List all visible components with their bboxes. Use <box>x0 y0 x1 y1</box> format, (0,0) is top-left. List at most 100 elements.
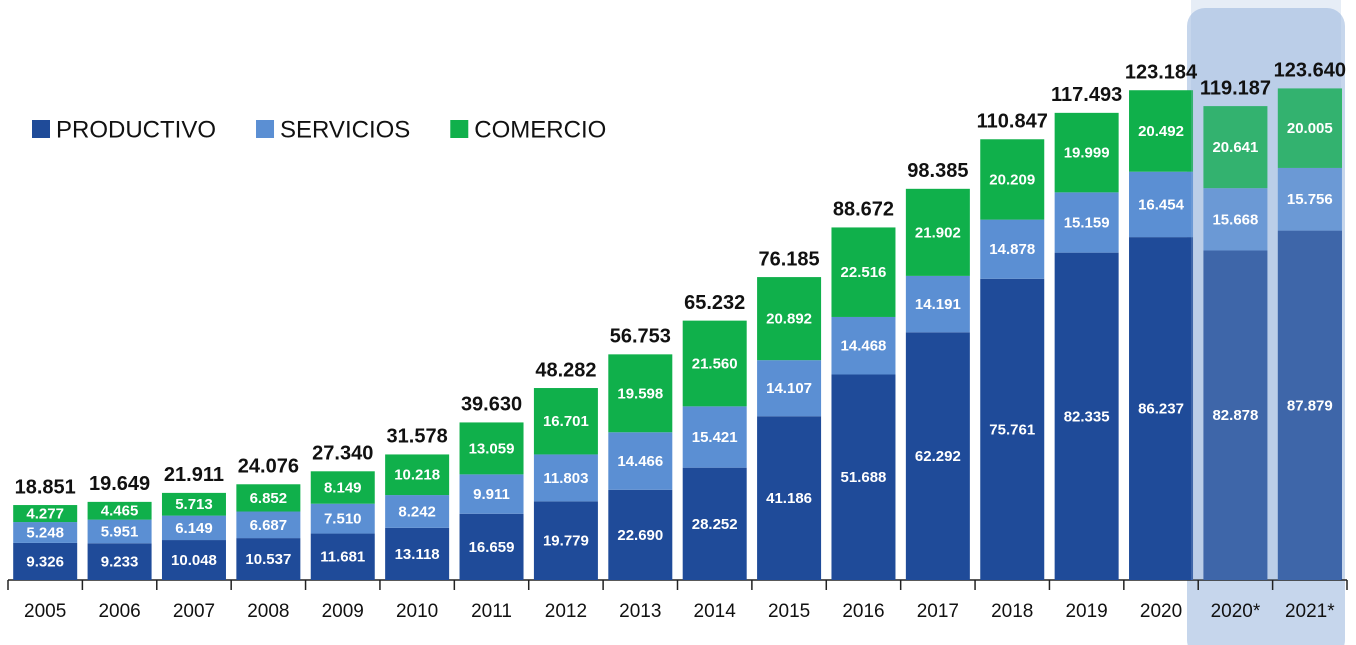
x-tick-label: 2006 <box>98 601 140 622</box>
value-label: 20.641 <box>1212 139 1258 156</box>
legend-label: SERVICIOS <box>280 116 410 143</box>
legend-label: COMERCIO <box>474 116 606 143</box>
x-tick-label: 2016 <box>842 601 884 622</box>
x-tick-label: 2021* <box>1285 601 1335 622</box>
bar-segment <box>1054 252 1119 580</box>
bars <box>7 88 1348 590</box>
value-label: 15.421 <box>692 429 738 446</box>
x-tick-label: 2010 <box>396 601 438 622</box>
legend-label: PRODUCTIVO <box>56 116 216 143</box>
total-label: 119.187 <box>1200 77 1271 99</box>
value-label: 19.598 <box>617 385 663 402</box>
value-label: 14.878 <box>989 241 1035 258</box>
value-label: 11.803 <box>543 470 588 487</box>
value-label: 10.537 <box>245 551 291 568</box>
value-label: 75.761 <box>989 421 1035 438</box>
x-tick-label: 2008 <box>247 601 289 622</box>
bar-segment <box>310 533 375 580</box>
value-label: 7.510 <box>324 511 362 528</box>
value-label: 51.688 <box>841 469 887 486</box>
total-label: 98.385 <box>907 160 968 182</box>
bar-segment <box>1129 90 1194 172</box>
bar-segment <box>608 432 673 490</box>
value-label: 10.048 <box>171 552 217 569</box>
bar-segment <box>682 406 747 468</box>
value-label: 13.059 <box>469 440 515 457</box>
value-label: 28.252 <box>692 516 738 533</box>
bar-segment <box>1203 188 1268 251</box>
total-label: 56.753 <box>610 326 671 348</box>
value-label: 14.191 <box>915 296 961 313</box>
bar-segment <box>905 332 970 580</box>
bar-segment <box>533 388 598 455</box>
bar-segment <box>13 522 78 543</box>
total-label: 76.185 <box>758 248 819 270</box>
bar-segment <box>459 422 524 475</box>
total-label: 65.232 <box>684 292 745 314</box>
value-label: 14.466 <box>617 453 663 470</box>
bar-segment <box>310 471 375 504</box>
bar-segment <box>310 503 375 534</box>
x-tick-label: 2011 <box>471 601 512 622</box>
value-label: 9.911 <box>473 486 510 503</box>
value-label: 6.149 <box>175 520 213 537</box>
value-label: 82.335 <box>1064 408 1110 425</box>
bar-segment <box>533 454 598 502</box>
value-label: 62.292 <box>915 448 961 465</box>
value-label: 21.902 <box>915 224 961 241</box>
value-label: 21.560 <box>692 355 738 372</box>
bar-segment <box>1129 171 1194 238</box>
x-tick-label: 2018 <box>991 601 1033 622</box>
x-tick-label: 2020 <box>1140 601 1182 622</box>
bar-segment <box>831 316 896 375</box>
total-label: 88.672 <box>833 199 894 221</box>
legend-swatch <box>32 120 50 138</box>
value-label: 16.701 <box>543 413 589 430</box>
bar-segment <box>831 227 896 317</box>
total-label: 18.851 <box>15 476 76 498</box>
bar-segment <box>87 543 152 580</box>
value-label: 9.326 <box>26 553 64 570</box>
x-tick-label: 2017 <box>917 601 959 622</box>
total-label: 27.340 <box>312 443 373 465</box>
bar-segment <box>905 188 970 276</box>
x-tick-label: 2009 <box>322 601 364 622</box>
total-label: 110.847 <box>977 111 1048 133</box>
value-label: 15.159 <box>1064 214 1110 231</box>
x-tick-label: 2020* <box>1211 601 1261 622</box>
total-label: 123.640 <box>1274 60 1346 82</box>
bar-segment <box>1129 237 1194 580</box>
bar-segment <box>236 511 301 539</box>
bar-segment <box>608 489 673 580</box>
value-label: 87.879 <box>1287 397 1333 414</box>
value-label: 13.118 <box>395 546 440 563</box>
highlight-overlay <box>1191 0 1341 580</box>
bar-segment <box>608 354 673 433</box>
x-tick-label: 2005 <box>24 601 66 622</box>
x-tick-label: 2013 <box>619 601 661 622</box>
value-label: 22.516 <box>841 264 887 281</box>
total-label: 31.578 <box>387 426 448 448</box>
bar-segment <box>1277 230 1342 581</box>
bar-segment <box>1054 112 1119 193</box>
bar-segment <box>757 416 822 580</box>
total-label: 39.630 <box>461 394 522 416</box>
bar-segment <box>757 360 822 417</box>
x-tick-label: 2007 <box>173 601 215 622</box>
bar-segment <box>831 374 896 580</box>
total-label: 48.282 <box>535 359 596 381</box>
value-label: 20.209 <box>989 171 1035 188</box>
bar-segment <box>1054 192 1119 253</box>
value-label: 20.492 <box>1138 123 1184 140</box>
bar-segment <box>459 513 524 580</box>
value-label: 14.468 <box>841 338 887 355</box>
value-label: 20.892 <box>766 311 812 328</box>
bar-segment <box>1277 88 1342 168</box>
value-label: 6.687 <box>250 517 288 534</box>
bar-segment <box>533 501 598 580</box>
bar-segment <box>1277 167 1342 231</box>
total-label: 123.184 <box>1125 62 1198 84</box>
value-label: 5.951 <box>101 523 139 540</box>
value-label: 10.218 <box>394 467 440 484</box>
